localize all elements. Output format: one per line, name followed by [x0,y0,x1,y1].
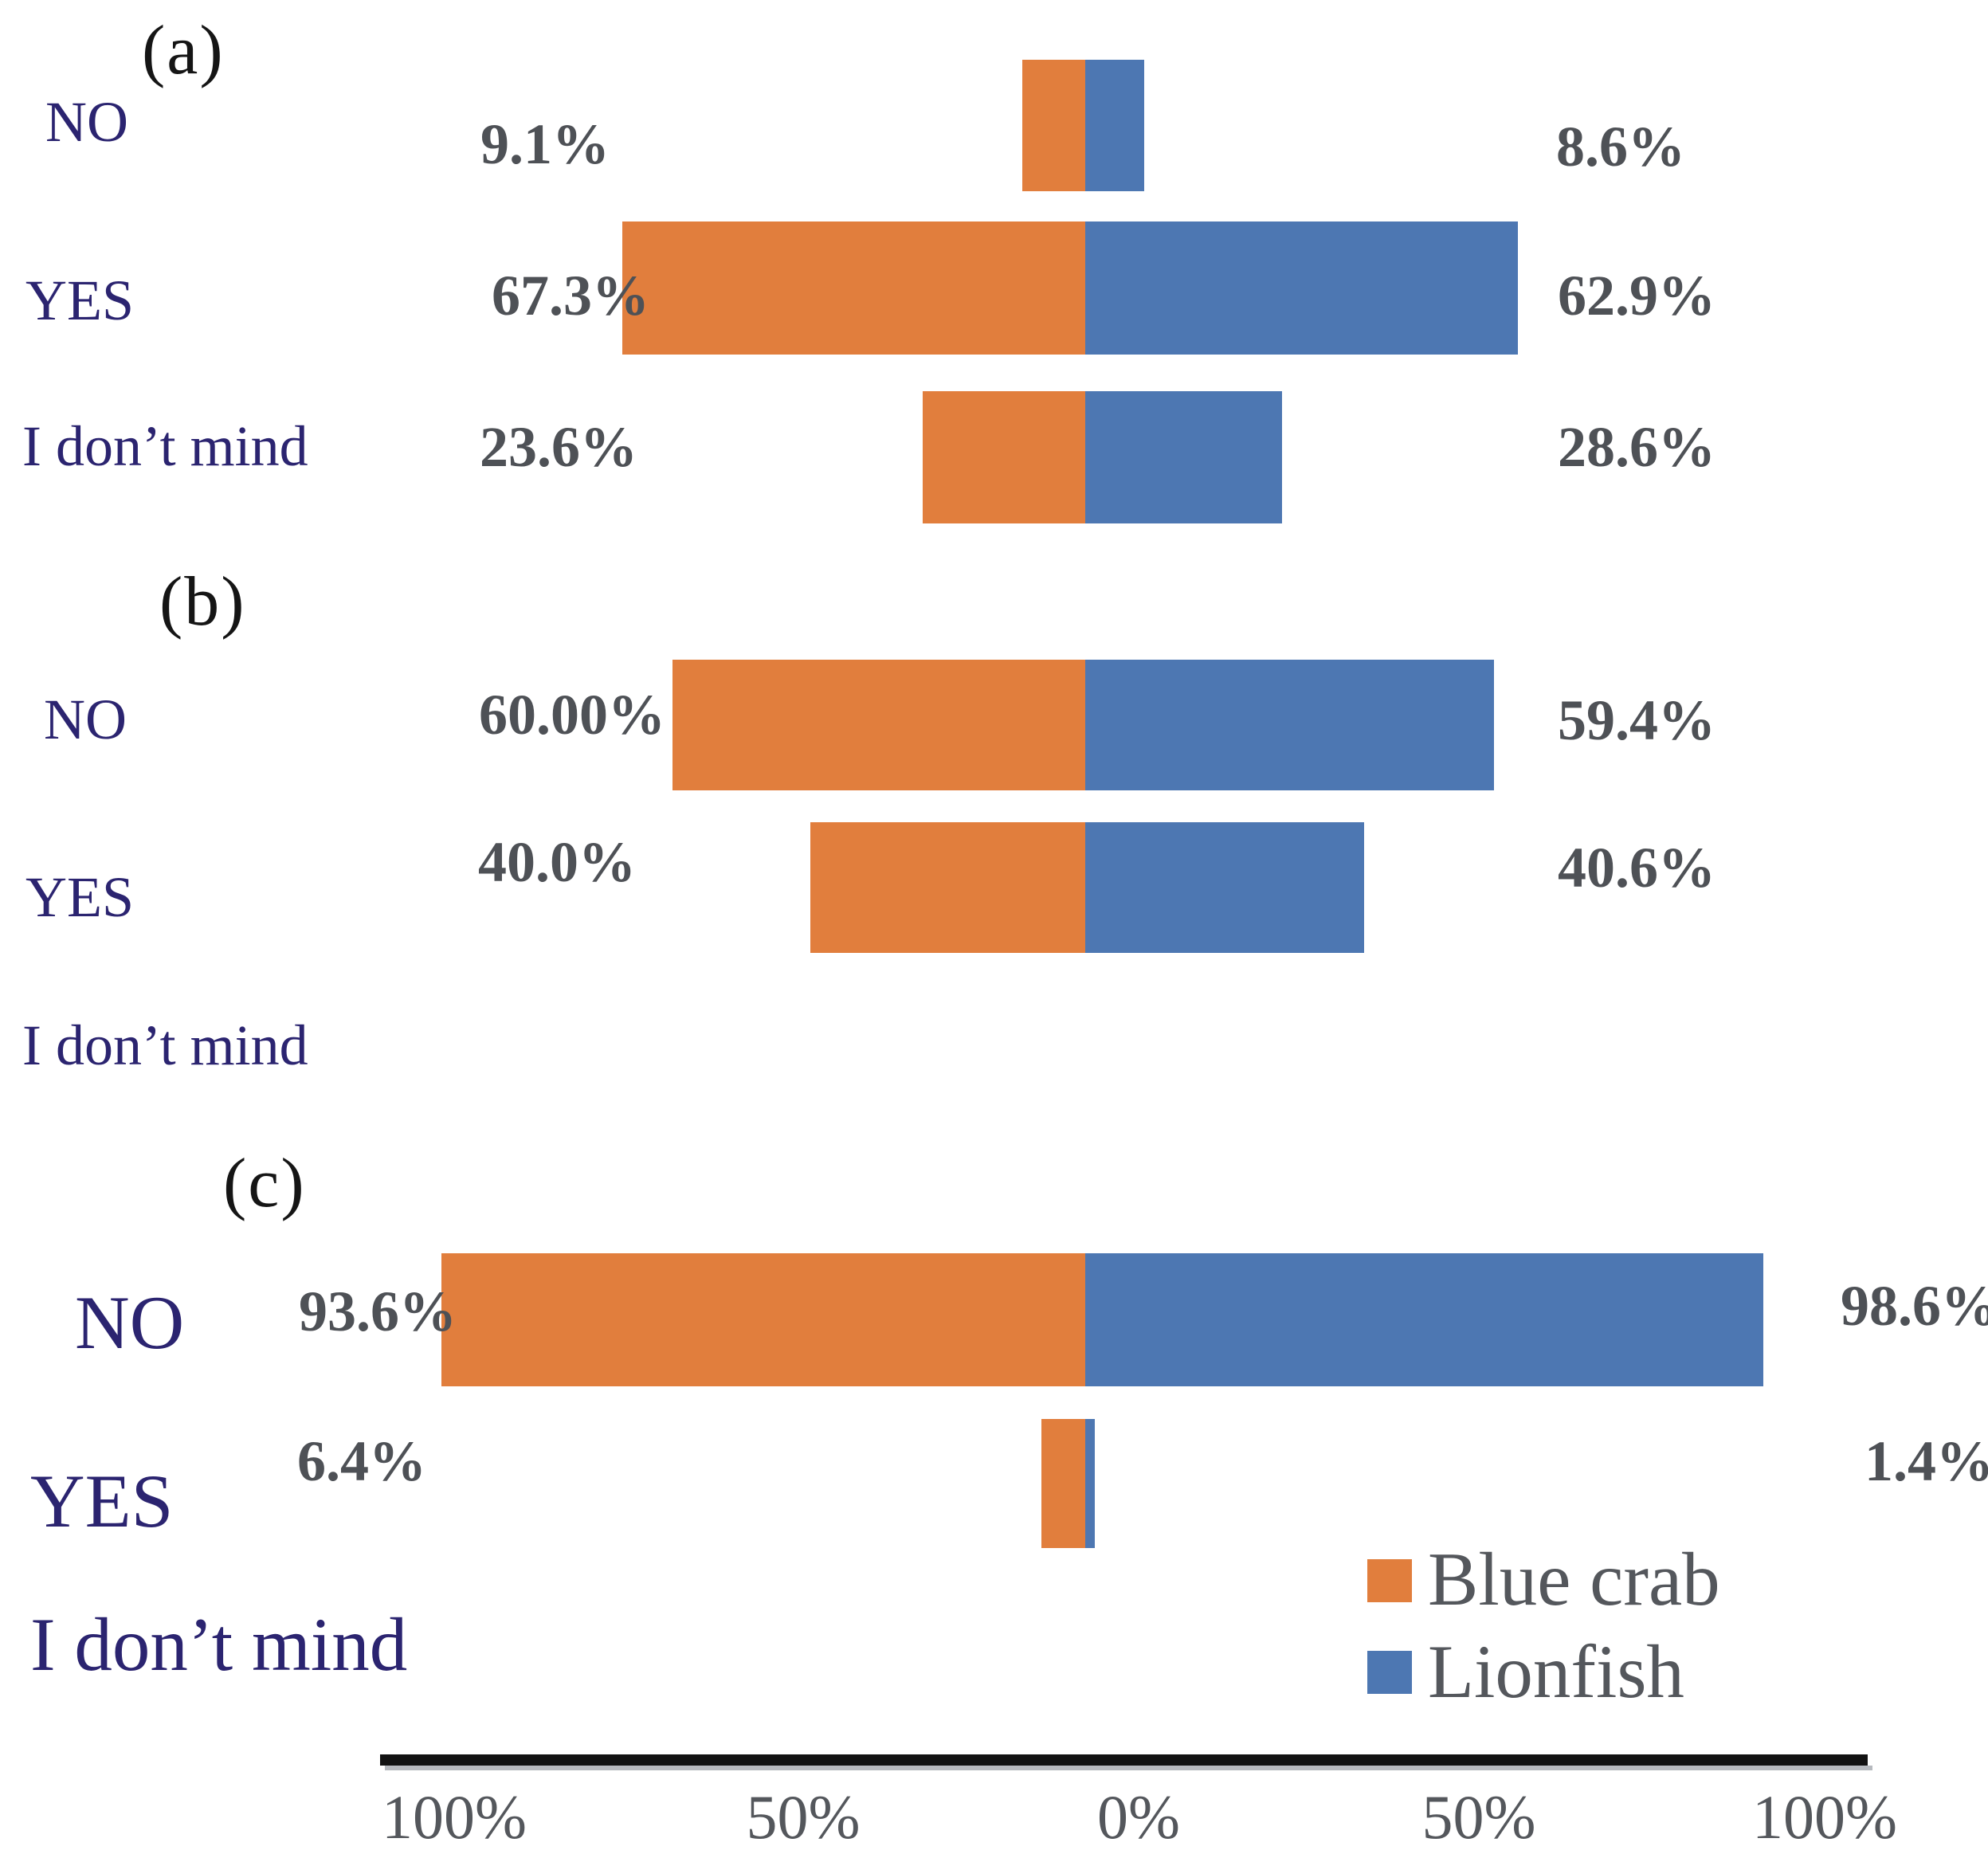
category-label-b-yes: YES [25,865,135,929]
bar-row-c-no [0,1253,1988,1386]
value-label-a-dont-mind-lionfish: 28.6% [1558,415,1715,479]
legend-swatch-blue-crab [1367,1559,1412,1602]
x-axis-tick-100-right: 100% [1752,1782,1897,1852]
lionfish-bar-a-dont-mind [1085,391,1282,523]
blue-crab-bar-b-no [672,660,1085,790]
lionfish-bar-b-yes [1085,822,1365,953]
x-axis-line-shadow [385,1766,1872,1770]
blue-crab-bar-c-no [441,1253,1085,1386]
bar-row-b-yes [0,822,1988,953]
x-axis-tick-50-right: 50% [1421,1782,1536,1852]
legend-swatch-lionfish [1367,1651,1412,1694]
value-label-b-yes-blue-crab: 40.0% [478,830,636,894]
value-label-b-no-blue-crab: 60.00% [479,683,665,747]
legend-label-blue-crab: Blue crab [1428,1537,1720,1621]
value-label-a-yes-lionfish: 62.9% [1558,264,1715,327]
lionfish-bar-a-no [1085,60,1145,191]
value-label-a-dont-mind-blue-crab: 23.6% [480,415,637,479]
value-label-c-no-blue-crab: 93.6% [299,1280,457,1343]
category-label-a-no: NO [45,90,128,154]
bar-row-b-no [0,660,1988,790]
value-label-a-yes-blue-crab: 67.3% [492,264,649,327]
x-axis-tick-0: 0% [1097,1782,1180,1852]
value-label-a-no-blue-crab: 9.1% [480,112,610,176]
x-axis-tick-100-left: 100% [382,1782,527,1852]
bar-row-a-dont-mind [0,391,1988,523]
lionfish-bar-c-no [1085,1253,1763,1386]
lionfish-bar-c-yes [1085,1419,1096,1548]
panel-b-letter: (b) [159,563,246,641]
lionfish-bar-b-no [1085,660,1494,790]
bar-row-a-yes [0,221,1988,355]
category-label-c-yes: YES [30,1459,174,1543]
category-label-c-no: NO [75,1280,185,1365]
blue-crab-bar-b-yes [810,822,1085,953]
value-label-c-no-lionfish: 98.6% [1841,1274,1988,1338]
blue-crab-bar-c-yes [1041,1419,1085,1548]
blue-crab-bar-a-dont-mind [923,391,1085,523]
blue-crab-bar-a-yes [622,221,1085,355]
panel-c-letter: (c) [223,1145,306,1222]
blue-crab-bar-a-no [1022,60,1085,191]
x-axis-tick-50-left: 50% [746,1782,861,1852]
value-label-b-no-lionfish: 59.4% [1558,688,1715,752]
value-label-b-yes-lionfish: 40.6% [1558,836,1715,900]
category-label-c-dont-mind: I don’t mind [30,1602,408,1687]
bar-row-c-yes [0,1419,1988,1548]
panel-a-letter: (a) [142,12,225,89]
category-label-b-no: NO [44,688,127,751]
value-label-a-no-lionfish: 8.6% [1556,115,1685,178]
category-label-a-dont-mind: I don’t mind [22,414,308,478]
legend-label-lionfish: Lionfish [1428,1629,1684,1714]
category-label-a-yes: YES [25,268,135,332]
value-label-c-yes-lionfish: 1.4% [1864,1429,1988,1493]
value-label-c-yes-blue-crab: 6.4% [297,1429,426,1493]
bar-row-a-no [0,60,1988,191]
category-label-b-dont-mind: I don’t mind [22,1013,308,1077]
x-axis-line [380,1754,1868,1766]
lionfish-bar-a-yes [1085,221,1518,355]
